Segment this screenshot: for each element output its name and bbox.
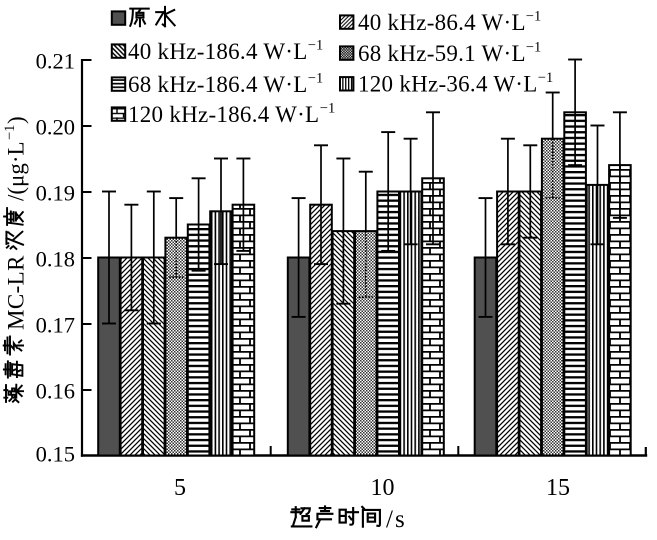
svg-text:120 kHz-186.4 W·L: 120 kHz-186.4 W·L bbox=[128, 102, 319, 127]
svg-text:0.21: 0.21 bbox=[36, 49, 75, 74]
svg-text:0.17: 0.17 bbox=[36, 313, 75, 338]
svg-text:/s: /s bbox=[386, 506, 407, 533]
svg-text:0.20: 0.20 bbox=[36, 115, 75, 140]
svg-text:0.18: 0.18 bbox=[36, 247, 75, 272]
svg-text:40 kHz-86.4 W·L: 40 kHz-86.4 W·L bbox=[358, 10, 526, 35]
svg-text:MC-LR: MC-LR bbox=[4, 255, 29, 330]
svg-text:10: 10 bbox=[371, 475, 395, 501]
svg-text:−1: −1 bbox=[538, 70, 553, 86]
svg-text:68 kHz-186.4 W·L: 68 kHz-186.4 W·L bbox=[128, 72, 308, 97]
svg-text:0.19: 0.19 bbox=[36, 181, 75, 206]
svg-text:): ) bbox=[4, 116, 29, 124]
svg-text:−1: −1 bbox=[526, 40, 541, 56]
svg-text:5: 5 bbox=[174, 475, 186, 501]
svg-text:0.16: 0.16 bbox=[36, 379, 75, 404]
svg-text:0.15: 0.15 bbox=[36, 442, 75, 467]
svg-text:40 kHz-186.4 W·L: 40 kHz-186.4 W·L bbox=[128, 39, 308, 64]
svg-text:/(μg·L: /(μg·L bbox=[4, 141, 29, 201]
svg-text:15: 15 bbox=[546, 475, 570, 501]
svg-text:−1: −1 bbox=[308, 71, 323, 87]
svg-text:−1: −1 bbox=[2, 125, 18, 140]
svg-text:68 kHz-59.1 W·L: 68 kHz-59.1 W·L bbox=[358, 41, 526, 66]
svg-text:−1: −1 bbox=[526, 9, 541, 25]
svg-text:−1: −1 bbox=[308, 38, 323, 54]
svg-text:120 kHz-36.4 W·L: 120 kHz-36.4 W·L bbox=[358, 72, 538, 97]
svg-text:−1: −1 bbox=[320, 101, 335, 117]
